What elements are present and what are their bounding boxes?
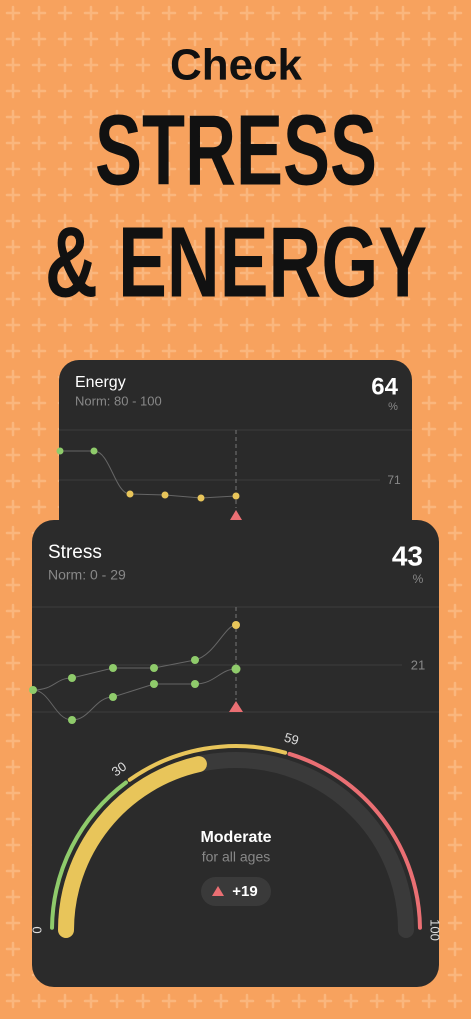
change-value: +19 (232, 883, 257, 900)
gauge-zone (50, 780, 128, 930)
card-title: Stress (48, 542, 102, 563)
trend-line (32, 668, 237, 721)
gauge: 0 30 59 100 (29, 730, 442, 941)
gauge-tick-label: 100 (428, 919, 443, 941)
change-pill (201, 877, 271, 906)
trend-line (32, 624, 237, 691)
card-title: Energy (75, 374, 126, 391)
headline-large: & ENERGY (45, 206, 427, 318)
gauge-tick-label: 59 (282, 730, 300, 748)
change-icon (212, 886, 224, 896)
reference-label: 21 (411, 657, 425, 672)
card-value: 64 (371, 373, 398, 400)
card-unit: % (388, 401, 398, 413)
trend-dots (29, 621, 241, 724)
headline-large: STRESS (95, 94, 377, 206)
card-background (59, 360, 412, 540)
energy-card: Energy Norm: 80 - 100 64 % 71 (56, 360, 412, 540)
card-norm: Norm: 80 - 100 (75, 393, 162, 408)
headline-small: Check (170, 41, 303, 90)
gauge-level (58, 756, 207, 938)
card-norm: Norm: 0 - 29 (48, 567, 126, 583)
reference-label: 71 (387, 473, 401, 487)
current-triangle (230, 510, 242, 520)
gauge-zone (127, 744, 288, 782)
gauge-subtitle: for all ages (202, 849, 270, 865)
card-value: 43 (392, 540, 423, 571)
stress-card: Stress Norm: 0 - 29 43 % 21 0 30 59 100 Mod… (29, 520, 443, 987)
current-triangle (229, 701, 243, 712)
gauge-zone (287, 751, 422, 930)
gauge-tick-label: 30 (109, 759, 130, 780)
trend-dots (56, 447, 240, 502)
gauge-tick-label: 0 (29, 926, 44, 933)
card-unit: % (413, 572, 424, 586)
gauge-status: Moderate (200, 829, 271, 846)
